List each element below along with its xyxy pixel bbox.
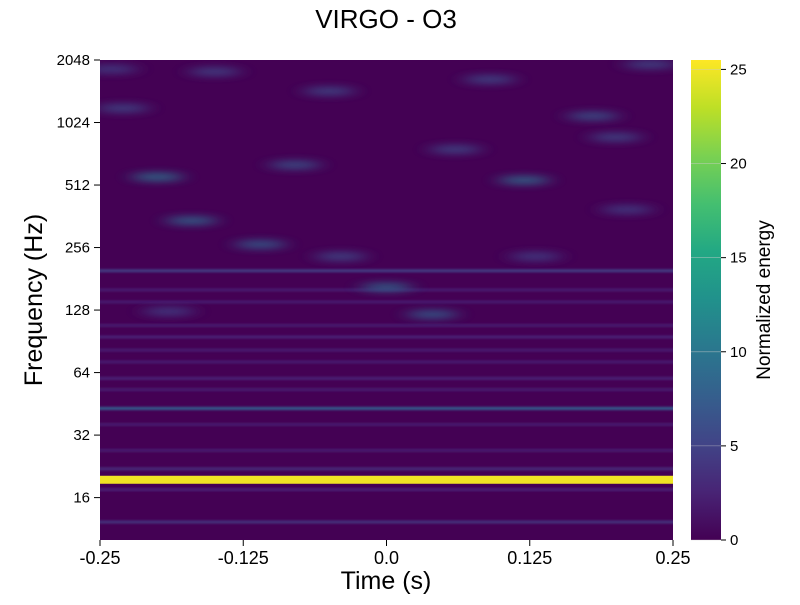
frequency-line-11 [100,335,673,339]
energy-blob-1 [142,307,195,316]
energy-blob-17 [188,67,241,76]
x-tick-label: 0.0 [374,548,399,568]
frequency-line-9 [100,360,673,364]
x-tick-label: -0.125 [218,548,269,568]
energy-blob-8 [498,176,551,185]
frequency-line-3 [100,467,673,471]
energy-blob-0 [406,310,459,319]
x-axis-label: Time (s) [341,567,432,595]
energy-blob-15 [566,112,619,121]
energy-blob-16 [463,75,516,84]
energy-blob-10 [429,145,482,154]
energy-blob-2 [360,283,413,292]
plot-area [100,60,673,540]
energy-blob-9 [268,160,321,169]
x-tick-label: 0.125 [507,548,552,568]
colorbar-tick-label: 10 [730,344,747,361]
frequency-line-4 [100,488,673,492]
energy-blob-14 [303,87,356,96]
energy-blob-4 [234,240,287,249]
y-tick-label: 512 [65,177,90,194]
colorbar: 0 5 10 15 20 25 Normalized energy [691,60,775,549]
energy-blob-6 [165,216,218,225]
energy-blob-12 [601,205,654,214]
colorbar-tick-label: 15 [730,250,747,267]
colorbar-ticks: 0 5 10 15 20 25 [691,61,747,549]
energy-blob-19 [100,65,138,74]
frequency-line-7 [100,388,673,392]
frequency-line-8 [100,376,673,380]
frequency-line-15 [100,269,673,273]
energy-blob-3 [314,252,367,261]
colorbar-tick-label: 0 [730,532,738,549]
frequency-lines [100,269,673,524]
colorbar-tick-label: 20 [730,156,747,173]
frequency-line-0 [100,475,673,484]
frequency-line-13 [100,300,673,304]
frequency-line-1 [100,406,673,410]
y-tick-label: 16 [73,490,90,507]
y-tick-label: 128 [65,302,90,319]
colorbar-tick-label: 5 [730,438,738,455]
energy-blob-11 [589,133,642,142]
frequency-line-2 [100,520,673,524]
frequency-line-10 [100,348,673,352]
energy-blob-5 [509,252,562,261]
y-tick-label: 1024 [57,115,90,132]
y-axis: 16 32 64 128 256 512 1024 2048 [57,52,100,507]
frequency-line-12 [100,323,673,327]
y-tick-label: 64 [73,365,90,382]
colorbar-gradient [691,60,721,540]
x-tick-label: -0.25 [79,548,120,568]
frequency-line-5 [100,448,673,452]
y-tick-label: 256 [65,240,90,257]
colorbar-tick-label: 25 [730,61,747,78]
plot-background [100,60,673,540]
energy-blob-7 [131,172,184,181]
frequency-line-6 [100,422,673,426]
y-tick-label: 32 [73,427,90,444]
energy-blob-18 [624,60,673,69]
y-axis-label: Frequency (Hz) [20,214,48,386]
chart-title: VIRGO - O3 [315,4,457,34]
energy-blobs [100,60,673,319]
x-tick-label: 0.25 [655,548,690,568]
y-tick-label: 2048 [57,52,90,69]
energy-blob-13 [100,104,149,113]
x-axis: -0.25 -0.125 0.0 0.125 0.25 [79,540,691,568]
colorbar-label: Normalized energy [754,220,775,380]
